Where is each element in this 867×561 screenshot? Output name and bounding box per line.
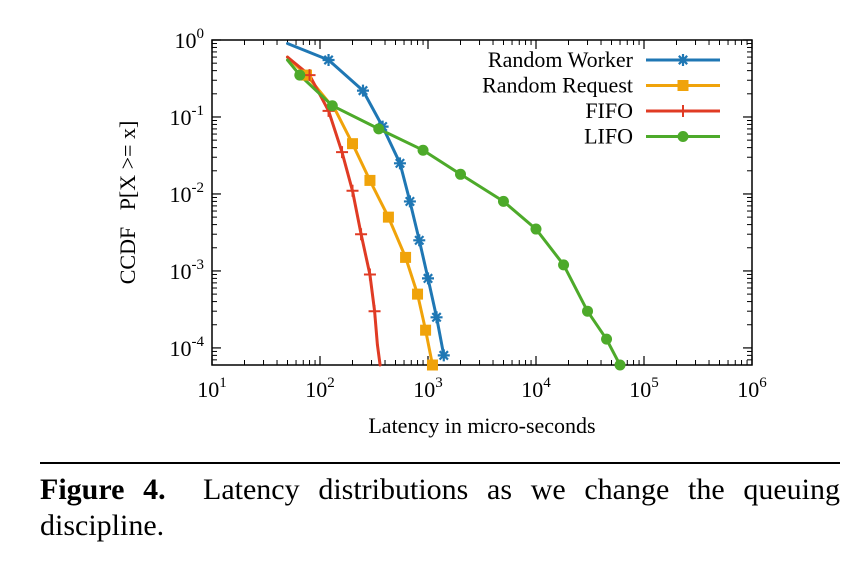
legend-marker-lifo: [677, 131, 689, 142]
x-tick-label: 101: [197, 375, 227, 402]
series-markers: [294, 53, 626, 371]
data-point-fifo: [355, 228, 368, 241]
data-point-fifo: [303, 69, 316, 82]
caption-text: Latency distributions as we change the q…: [40, 473, 841, 542]
data-point-lifo: [558, 259, 570, 271]
data-point-random-request: [382, 211, 394, 223]
plot-border: [211, 39, 753, 366]
data-point-random-request: [347, 138, 359, 150]
legend-marker-random-worker: [677, 54, 689, 66]
legend-label-random-worker: Random Worker: [488, 47, 634, 72]
y-axis-title: CCDF P[X >= x]: [115, 121, 140, 285]
caption-label: Figure 4.: [40, 473, 166, 506]
x-tick-label: 104: [521, 375, 551, 402]
legend-marker-fifo: [677, 105, 689, 117]
data-point-lifo: [614, 359, 626, 371]
data-point-random-worker: [422, 272, 434, 285]
data-point-fifo: [346, 184, 359, 197]
data-point-lifo: [497, 195, 509, 207]
legend-marker-random-request: [677, 80, 689, 91]
series-line-random-request: [286, 55, 434, 367]
y-tick-label: 10-2: [170, 180, 205, 207]
data-point-fifo: [368, 305, 381, 318]
data-point-lifo: [582, 305, 594, 317]
data-point-fifo: [336, 146, 349, 159]
data-point-lifo: [530, 223, 542, 235]
data-point-random-worker: [413, 234, 426, 247]
data-point-random-worker: [430, 311, 443, 324]
x-tick-label: 105: [629, 375, 659, 402]
chart-figure: 101 102 103 104 105 106 100 10-1 10-2 10-3 10-4 Ra…: [115, 26, 768, 438]
x-tick-label: 103: [413, 375, 443, 402]
data-point-random-request: [420, 324, 432, 336]
y-tick-label: 10-4: [170, 334, 205, 361]
axis-ticks: 101 102 103 104 105 106 100 10-1 10-2 10-3 10-4: [170, 26, 768, 402]
figure-caption: Figure 4. Latency distributions as we ch…: [40, 462, 840, 544]
data-point-random-worker: [393, 157, 406, 170]
data-point-random-worker: [356, 84, 369, 97]
legend-label-lifo: LIFO: [584, 124, 633, 149]
data-point-lifo: [417, 144, 429, 156]
data-point-lifo: [294, 69, 306, 81]
y-tick-label: 100: [175, 26, 205, 53]
x-tick-label: 106: [737, 375, 767, 402]
x-tick-label: 102: [305, 375, 335, 402]
data-point-fifo: [363, 268, 376, 281]
legend-label-random-request: Random Request: [482, 73, 633, 98]
data-point-lifo: [455, 168, 467, 180]
data-point-random-request: [412, 288, 424, 300]
data-point-random-worker: [403, 195, 416, 208]
data-point-random-worker: [322, 53, 335, 66]
data-point-lifo: [326, 100, 338, 112]
y-tick-label: 10-3: [170, 257, 205, 284]
series-lines: [286, 42, 622, 367]
data-point-random-request: [400, 251, 412, 263]
legend-label-fifo: FIFO: [585, 98, 633, 123]
data-point-random-request: [364, 174, 376, 186]
series-line-lifo: [286, 58, 622, 367]
series-line-random-worker: [286, 42, 446, 357]
y-tick-label: 10-1: [170, 103, 205, 130]
data-point-random-worker: [437, 349, 450, 362]
plot-area: [211, 39, 753, 366]
data-point-lifo: [373, 123, 385, 135]
data-point-lifo: [601, 333, 613, 345]
x-axis-title: Latency in micro-seconds: [368, 413, 595, 438]
data-point-random-request: [426, 359, 438, 371]
